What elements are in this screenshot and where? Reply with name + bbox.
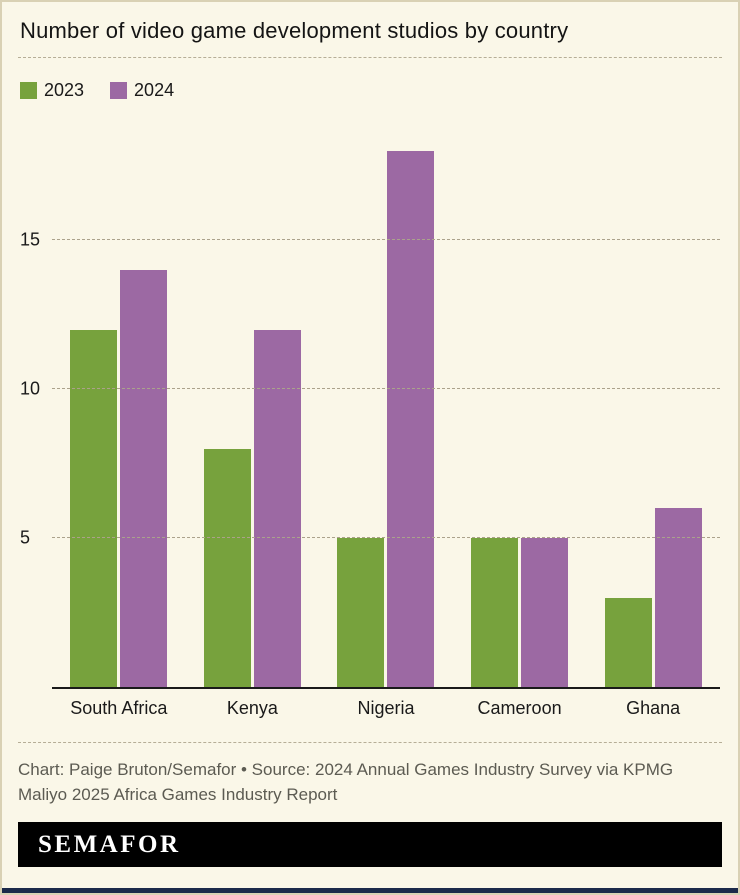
legend-item-2023: 2023 (20, 80, 84, 101)
y-tick-label-10: 10 (20, 378, 41, 399)
bar-group-cameroon (453, 129, 587, 687)
gridline-15 (52, 239, 720, 241)
plot-area: 5 10 15 (20, 129, 720, 689)
x-label-kenya: Kenya (226, 698, 278, 718)
gridline-10 (52, 388, 720, 390)
bar-2024-nigeria (387, 151, 435, 687)
y-tick-label-5: 5 (20, 527, 31, 548)
bottom-accent-line (2, 888, 738, 893)
y-tick-label-15: 15 (20, 229, 41, 250)
bar-group-kenya (186, 129, 320, 687)
bar-2023-nigeria (337, 538, 385, 687)
bar-2024-ghana (654, 508, 702, 687)
x-label-cameroon: Cameroon (477, 698, 562, 718)
bar-2023-ghana (604, 598, 652, 687)
semafor-logo: SEMAFOR (38, 830, 181, 858)
x-label-south-africa: South Africa (70, 698, 168, 718)
x-label-nigeria: Nigeria (357, 698, 415, 718)
bar-2024-south-africa (120, 270, 168, 687)
bar-group-ghana (586, 129, 720, 687)
bar-chart: 5 10 15 South Africa Kenya Nigeria Cameroon Gh… (20, 129, 720, 719)
legend-label: 2024 (134, 80, 175, 100)
bar-group-nigeria (319, 129, 453, 687)
footer-separator (18, 742, 722, 743)
source-credit: Chart: Paige Bruton/Semafor • Source: 20… (18, 760, 674, 804)
brand-bar: SEMAFOR (18, 822, 722, 868)
chart-title: Number of video game development studios… (20, 18, 569, 43)
bar-2023-kenya (203, 449, 251, 687)
legend-swatch-2023 (20, 82, 37, 99)
x-axis-labels: South Africa Kenya Nigeria Cameroon Ghana (52, 698, 720, 719)
title-separator (18, 57, 722, 58)
legend-item-2024: 2024 (110, 80, 174, 101)
legend: 2023 2024 (20, 80, 722, 101)
bar-2023-south-africa (70, 330, 118, 687)
bar-2024-kenya (253, 330, 301, 687)
bar-2023-cameroon (471, 538, 519, 687)
bar-group-south-africa (52, 129, 186, 687)
legend-swatch-2024 (110, 82, 128, 99)
x-label-ghana: Ghana (626, 698, 681, 718)
gridline-5 (52, 537, 720, 539)
legend-label: 2023 (44, 80, 85, 100)
bar-2024-cameroon (521, 538, 569, 687)
bar-groups (52, 129, 720, 687)
